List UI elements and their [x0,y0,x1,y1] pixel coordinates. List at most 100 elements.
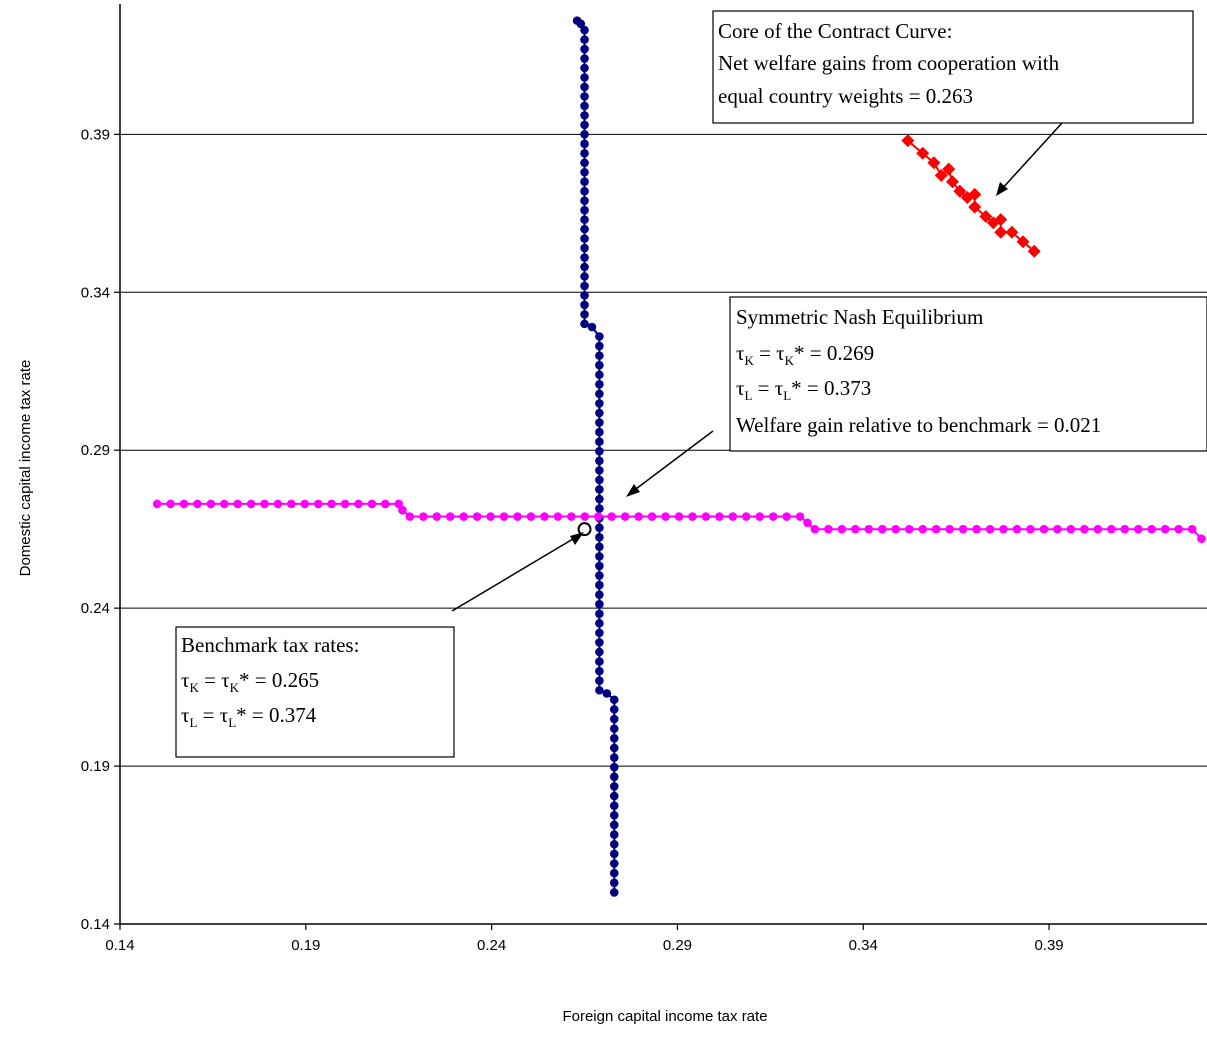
blue-point [595,504,604,513]
x-axis-title: Foreign capital income tax rate [562,1008,767,1025]
magenta-point [354,499,363,509]
magenta-point [824,524,833,534]
magenta-point [877,524,887,534]
blue-point [609,782,619,791]
blue-point [595,590,604,599]
magenta-point [287,499,296,509]
nash-annotation-tau-l: τL = τL* = 0.373 [736,376,871,403]
blue-point [595,599,604,609]
magenta-point [837,524,847,534]
magenta-point [580,512,590,521]
nash-annotation-welfare: Welfare gain relative to benchmark = 0.0… [736,413,1101,437]
blue-point [609,878,619,888]
blue-point [595,532,604,542]
blue-point [595,408,604,418]
magenta-point [367,499,377,509]
nash-annotation-box [729,296,1207,452]
magenta-point [891,524,901,534]
blue-point [602,689,612,698]
magenta-point [728,512,738,521]
blue-point [595,466,604,475]
red-point [968,200,982,214]
magenta-point [661,512,670,521]
blue-point [595,418,604,427]
magenta-line [157,502,1203,540]
y-axis-title: Domestic capital income tax rate [17,360,34,577]
blue-point [580,25,589,35]
magenta-point [1120,524,1130,534]
blue-point [580,92,589,101]
blue-point [580,101,589,111]
blue-point [580,73,589,82]
magenta-point [768,512,778,521]
core-annotation-line-2: Net welfare gains from cooperation with [718,51,1060,75]
magenta-point [1107,524,1116,534]
blue-point [595,619,604,628]
red-point [979,209,993,223]
magenta-point [540,512,549,521]
magenta-point [607,512,616,521]
blue-point [595,437,604,446]
blue-point [595,685,604,695]
x-tick-label-3: 0.29 [663,937,692,954]
blue-point [580,243,589,253]
blue-point [595,552,604,561]
axis-ticks: 0.14 0.19 0.24 0.29 0.34 0.39 0.14 0.19 0.24 0.29… [81,126,1064,954]
red-point [916,146,930,160]
nash-annotation-title: Symmetric Nash Equilibrium [736,305,983,329]
magenta-point [398,505,407,515]
magenta-point [634,512,643,521]
y-tick-label-5: 0.39 [81,126,110,143]
blue-point [595,571,604,580]
blue-point [595,580,604,590]
magenta-point [1080,524,1089,534]
blue-point [580,205,589,215]
blue-point [580,139,589,149]
magenta-point [958,524,968,534]
magenta-point [193,499,202,509]
blue-point [580,234,589,243]
blue-point [580,177,589,187]
magenta-point [394,499,404,509]
y-tick-label-2: 0.24 [81,600,110,617]
blue-point [580,120,589,130]
red-point [994,225,1008,239]
magenta-point [810,524,820,534]
red-point [953,184,967,198]
magenta-point [472,512,482,521]
magenta-point [166,499,175,509]
benchmark-arrow-head [570,532,584,545]
magenta-point [513,512,522,521]
magenta-point [486,512,495,521]
x-tick-label-5: 0.39 [1034,937,1063,954]
y-tick-label-4: 0.34 [81,284,110,301]
blue-point [609,820,619,830]
magenta-point [864,524,874,534]
red-point [1027,244,1041,258]
magenta-point [782,512,791,521]
magenta-point [432,512,442,521]
blue-point [580,158,589,168]
blue-point [595,657,604,666]
benchmark-annotation: Benchmark tax rates: τK = τK* = 0.265 τL… [175,626,455,758]
magenta-point [715,512,724,521]
blue-point [580,196,589,205]
magenta-point [405,512,415,521]
magenta-point [1133,524,1143,534]
blue-point [595,647,604,657]
magenta-point [1160,524,1170,534]
blue-point [580,111,589,120]
blue-point [580,82,589,92]
blue-point [609,859,619,868]
blue-point [580,291,589,300]
core-annotation-line-3: equal country weights = 0.263 [718,84,973,108]
magenta-point [1174,524,1183,534]
blue-point [580,300,589,310]
benchmark-point [577,522,592,537]
magenta-point [999,524,1008,534]
blue-point [609,811,619,820]
blue-point [609,830,619,839]
blue-point [580,262,589,272]
blue-point [609,695,619,705]
blue-point [595,380,604,389]
